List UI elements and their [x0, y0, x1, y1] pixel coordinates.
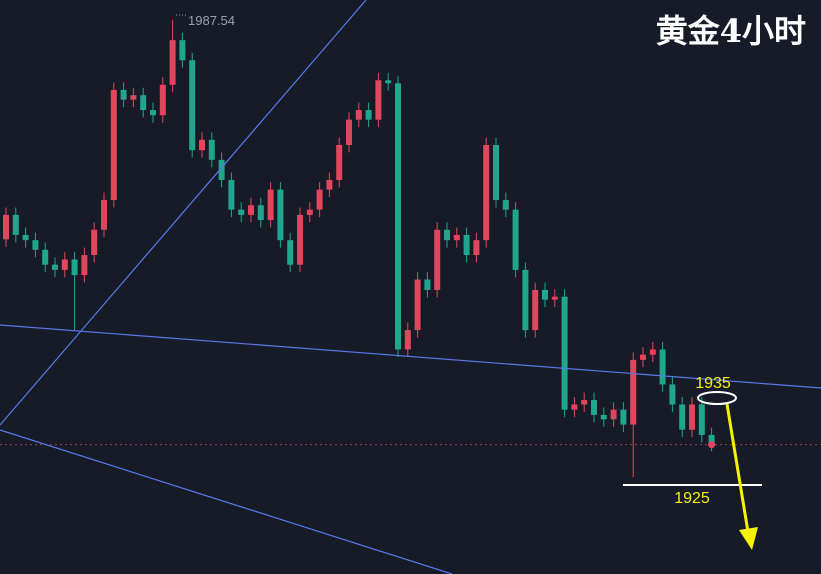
- last-price-dot: [708, 441, 716, 449]
- candle-body: [522, 269, 529, 331]
- candle-body: [52, 264, 58, 270]
- candle-body: [257, 205, 264, 221]
- candle-body: [169, 40, 176, 85]
- candle-body: [591, 400, 597, 415]
- candle-body: [630, 359, 637, 425]
- candle-body: [365, 110, 372, 120]
- candle-body: [238, 209, 245, 215]
- candle-body: [130, 95, 137, 100]
- candle-body: [532, 289, 539, 331]
- candle-body: [444, 229, 450, 241]
- highlight-ellipse: [697, 391, 737, 405]
- candle-body: [463, 234, 470, 256]
- candle-body: [287, 240, 294, 265]
- candle-body: [297, 214, 303, 265]
- candle-body: [620, 409, 627, 425]
- candle-body: [355, 110, 362, 120]
- candle-body: [346, 119, 352, 145]
- candle-body: [336, 144, 343, 180]
- candle-body: [581, 400, 588, 405]
- trend-line: [0, 429, 453, 574]
- candle-body: [208, 139, 215, 160]
- arrow-head: [739, 527, 758, 550]
- arrow-shaft: [725, 403, 750, 533]
- candle-body: [434, 229, 441, 290]
- candle-body: [228, 179, 235, 210]
- candle-body: [502, 200, 509, 210]
- candle-body: [22, 234, 29, 241]
- candle-body: [12, 214, 19, 235]
- candle-body: [3, 214, 9, 240]
- candle-body: [571, 404, 578, 410]
- trend-line: [0, 324, 821, 389]
- candle-body: [91, 229, 98, 256]
- candle-body: [267, 189, 274, 221]
- trend-line: [0, 0, 367, 426]
- candle-body: [306, 209, 313, 215]
- candle-body: [483, 144, 490, 241]
- candle-body: [159, 84, 166, 116]
- candle-body: [199, 139, 205, 151]
- candle-body: [326, 179, 333, 190]
- candles: [0, 19, 821, 478]
- candle-body: [679, 404, 686, 430]
- candle-body: [179, 40, 186, 61]
- candle-body: [71, 259, 78, 276]
- high-label: 1987.54: [188, 13, 235, 28]
- candle-body: [32, 240, 39, 250]
- candle-body: [659, 349, 666, 385]
- candle-body: [649, 349, 656, 355]
- candle-body: [414, 279, 421, 331]
- candle-body: [81, 255, 88, 276]
- candle-body: [140, 95, 147, 111]
- candle-body: [375, 80, 382, 120]
- candle-body: [542, 289, 548, 300]
- candle-body: [316, 189, 323, 210]
- candle-body: [669, 384, 676, 405]
- candle-body: [218, 159, 225, 180]
- candle-body: [493, 144, 499, 201]
- candle-body: [395, 83, 401, 350]
- candle-body: [120, 89, 127, 100]
- candle-body: [150, 110, 156, 116]
- candle-body: [473, 240, 480, 256]
- candle-body: [424, 279, 431, 290]
- candle-body: [277, 189, 284, 241]
- candle-body: [110, 89, 117, 201]
- candle-body: [610, 409, 617, 420]
- candle-body: [101, 200, 107, 230]
- candle-body: [61, 259, 68, 270]
- candle-body: [600, 414, 607, 420]
- candle-body: [385, 80, 392, 84]
- candle-body: [512, 209, 519, 270]
- candle-body: [640, 354, 646, 360]
- candle-body: [698, 404, 705, 435]
- level-label: 1925: [674, 490, 710, 507]
- candle-body: [42, 249, 49, 265]
- candle-body: [404, 330, 411, 350]
- candle-body: [708, 434, 715, 445]
- candle-body: [551, 296, 558, 300]
- candle-body: [689, 404, 695, 430]
- chart-title: 黄金4小时: [656, 12, 806, 50]
- candle-body: [189, 60, 196, 151]
- candle-body: [453, 234, 460, 241]
- candle-body: [248, 205, 254, 215]
- level-label: 1935: [695, 375, 731, 392]
- candle-body: [561, 296, 568, 410]
